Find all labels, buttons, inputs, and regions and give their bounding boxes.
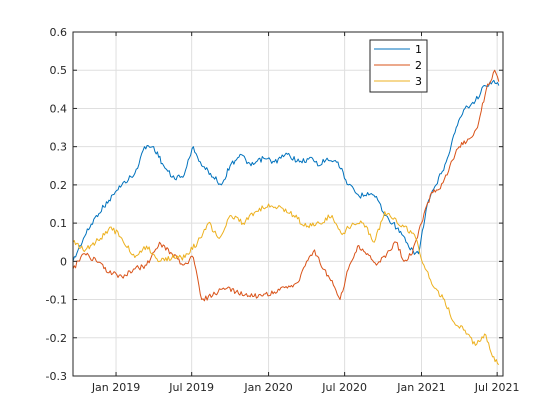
- plot-area: [73, 32, 503, 376]
- y-tick-label: 0.3: [50, 141, 68, 154]
- y-tick-label: -0.1: [46, 294, 67, 307]
- y-tick-label: -0.3: [46, 370, 67, 383]
- x-tick-label: Jan 2021: [396, 381, 445, 394]
- y-tick-label: 0.1: [50, 217, 68, 230]
- series-line-2: [72, 69, 500, 302]
- series-layer: [72, 69, 500, 365]
- legend-label: 2: [415, 59, 422, 72]
- series-line-3: [72, 203, 500, 365]
- y-tick-label: 0.5: [50, 64, 68, 77]
- legend-label: 1: [415, 43, 422, 56]
- legend-label: 3: [415, 75, 422, 88]
- y-tick-label: 0.2: [50, 179, 68, 192]
- x-tick-label: Jul 2019: [168, 381, 214, 394]
- x-tick-label: Jan 2020: [243, 381, 292, 394]
- tick-marks: [73, 31, 503, 377]
- legend: 1 2 3: [369, 39, 428, 93]
- y-tick-label: 0.4: [50, 102, 68, 115]
- y-tick-label: 0.6: [50, 26, 68, 39]
- x-tick-label: Jul 2020: [321, 381, 367, 394]
- axes-box: [72, 31, 504, 377]
- y-tick-labels: -0.3 -0.2 -0.1 0 0.1 0.2 0.3 0.4 0.5 0.6: [46, 26, 67, 383]
- y-tick-label: 0: [60, 255, 67, 268]
- x-tick-label: Jul 2021: [474, 381, 520, 394]
- x-tick-label: Jan 2019: [91, 381, 140, 394]
- x-tick-labels: Jan 2019 Jul 2019 Jan 2020 Jul 2020 Jan 2021…: [91, 381, 520, 394]
- y-tick-label: -0.2: [46, 332, 67, 345]
